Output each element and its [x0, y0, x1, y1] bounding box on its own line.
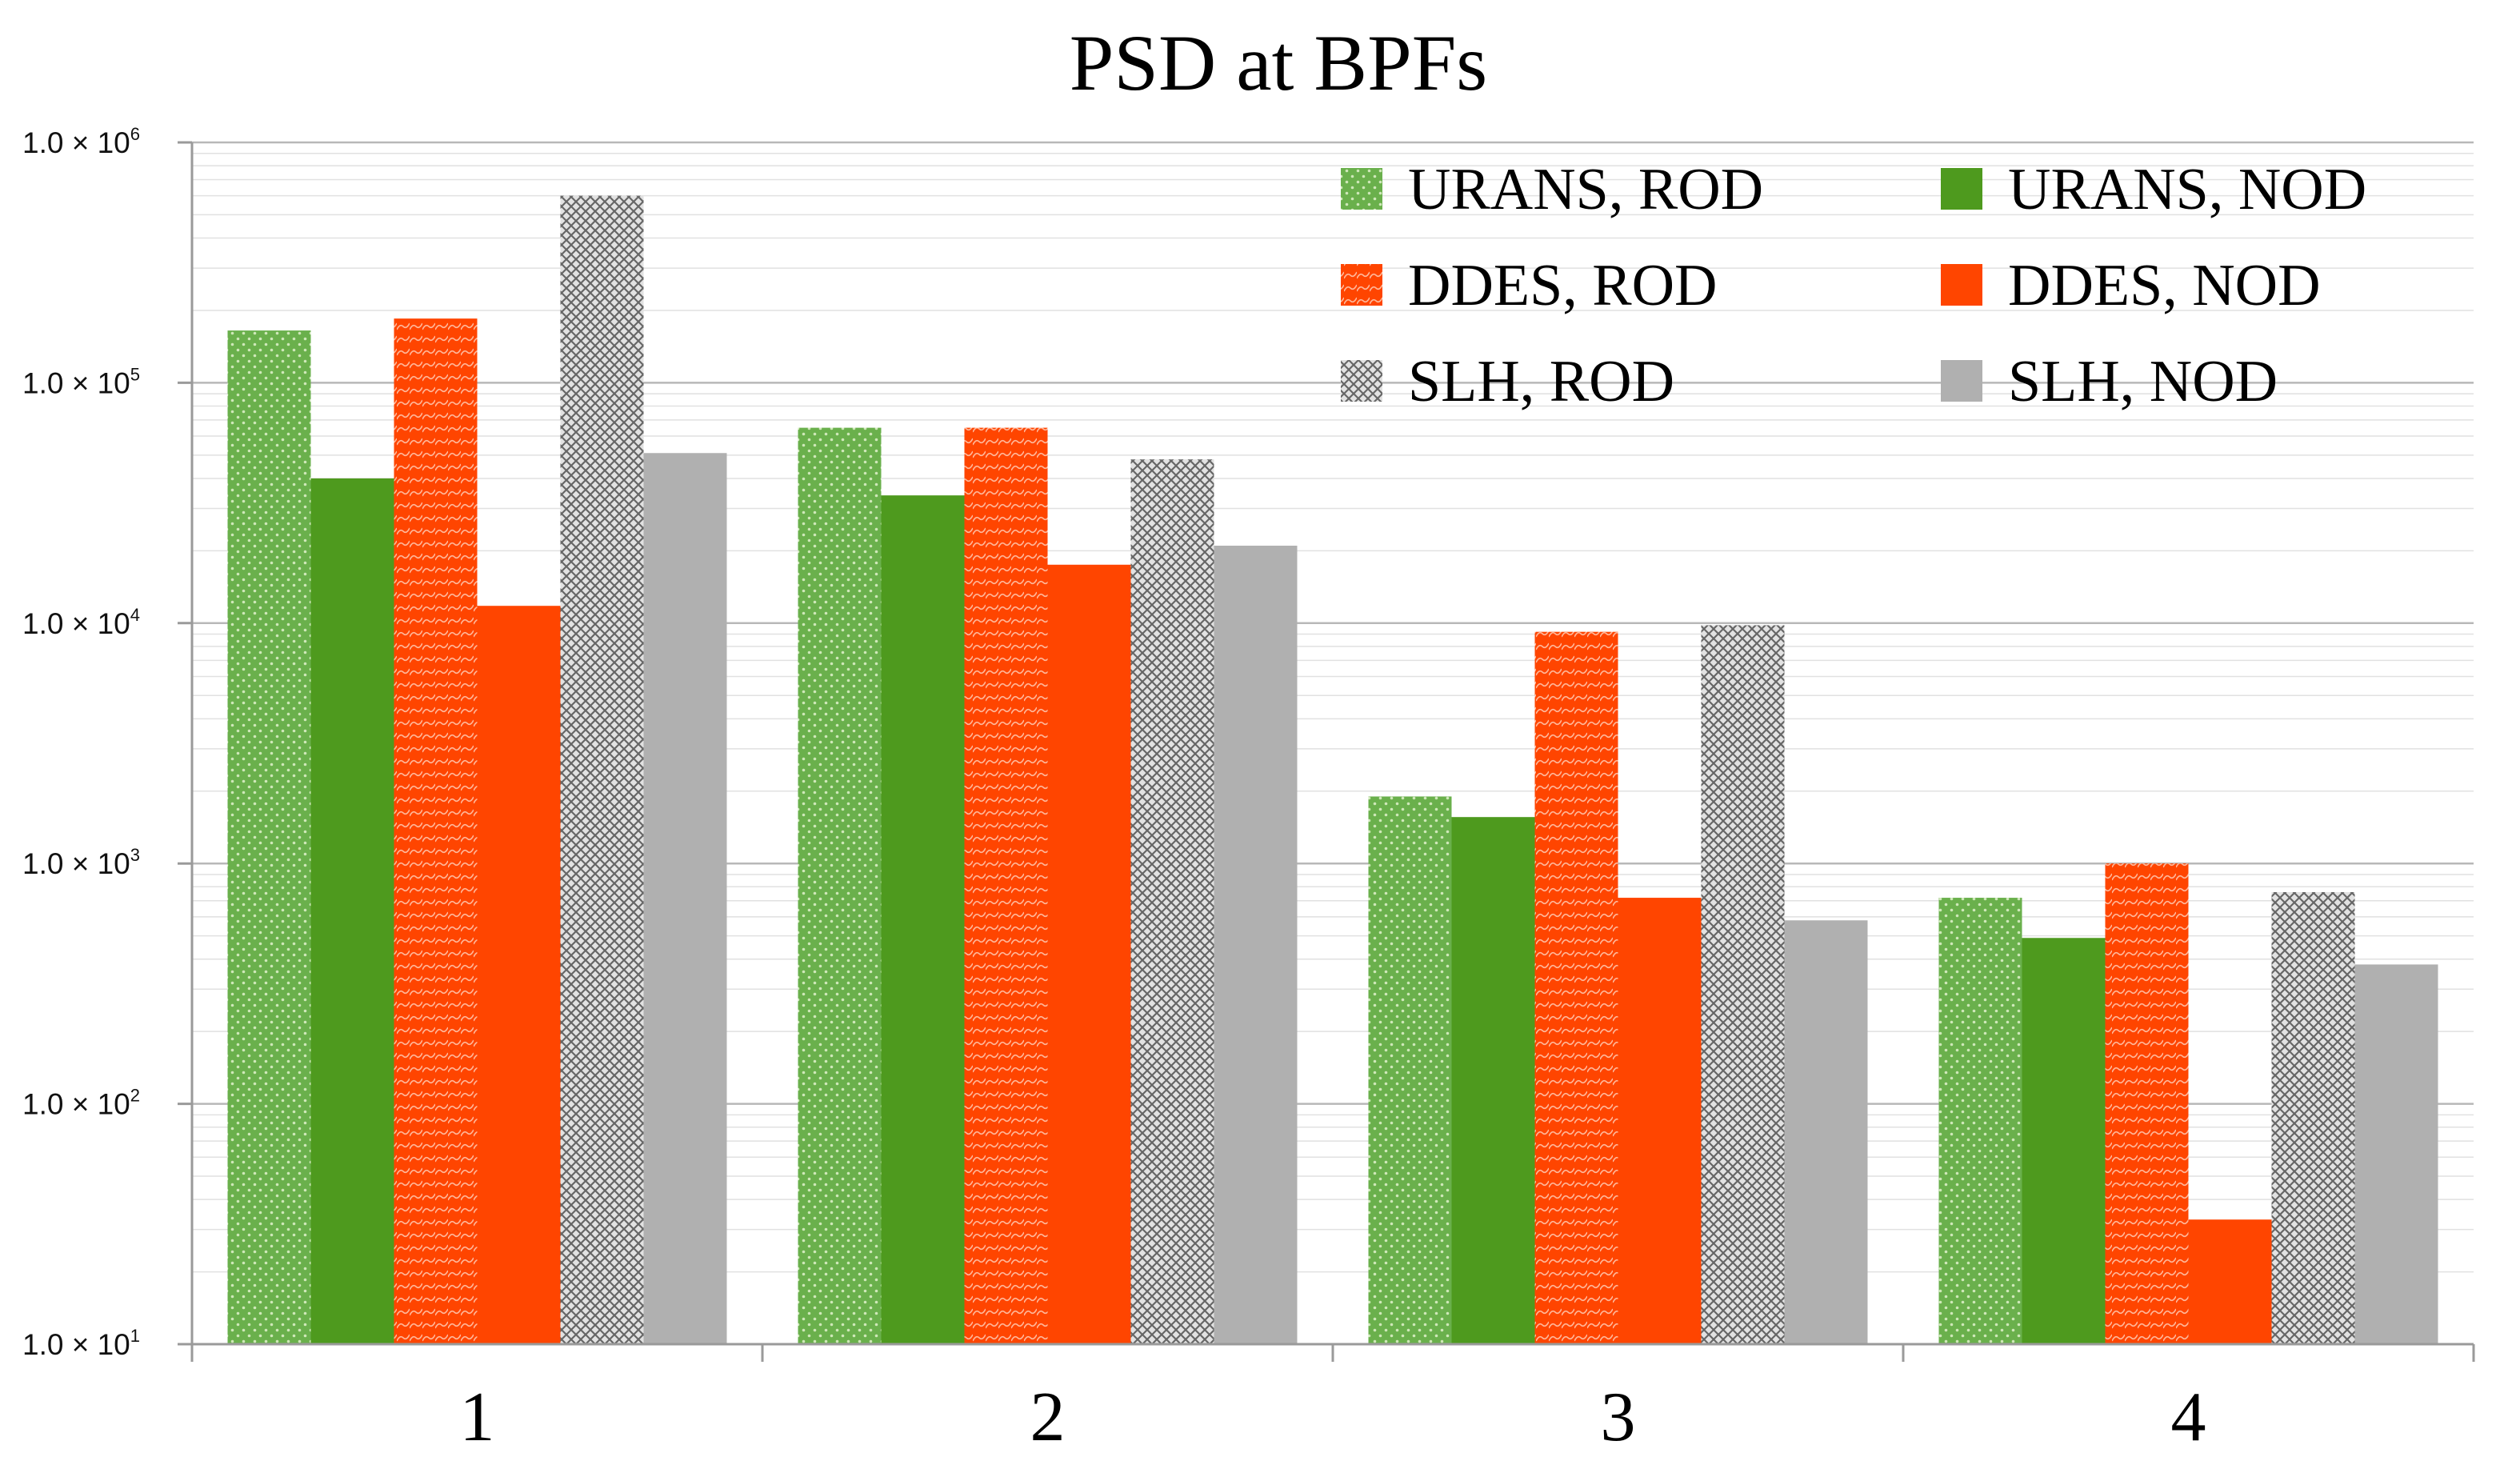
bar-ddes-nod-cat-3: [1618, 898, 1702, 1344]
bar-ddes-nod-cat-1: [477, 606, 561, 1344]
x-tick-label: 4: [2171, 1379, 2206, 1456]
bar-urans-nod-cat-1: [310, 478, 394, 1344]
legend-swatch: [1941, 360, 1982, 402]
bar-urans-nod-cat-4: [2022, 938, 2106, 1344]
legend-swatch: [1341, 360, 1382, 402]
x-tick-label: 2: [1030, 1379, 1066, 1456]
y-tick-labels: 1.0 × 101 1.0 × 102 1.0 × 103 1.0 × 104 1.0 …: [22, 124, 140, 1361]
x-tick-labels: 1 2 3 4: [460, 1379, 2206, 1456]
legend-swatch: [1941, 168, 1982, 210]
axes: [178, 141, 2475, 1362]
legend-label: SLH, NOD: [2008, 349, 2278, 414]
legend-swatch: [1341, 264, 1382, 306]
bar-slh-nod-cat-2: [1214, 546, 1298, 1344]
bar-urans-nod-cat-2: [881, 495, 965, 1344]
bar-ddes-rod-cat-1: [394, 318, 478, 1344]
legend-label: URANS, NOD: [2008, 157, 2366, 222]
chart-title: PSD at BPFs: [1070, 18, 1487, 107]
bar-slh-rod-cat-3: [1701, 625, 1785, 1344]
bar-slh-nod-cat-1: [643, 453, 727, 1345]
bar-urans-rod-cat-2: [798, 427, 882, 1344]
y-tick-label: 1.0 × 103: [22, 845, 140, 880]
bar-ddes-nod-cat-2: [1047, 564, 1131, 1344]
bar-ddes-rod-cat-2: [964, 427, 1048, 1344]
bar-ddes-rod-cat-4: [2105, 863, 2189, 1344]
bar-slh-rod-cat-4: [2271, 892, 2355, 1344]
x-tick-label: 1: [460, 1379, 495, 1456]
bar-urans-nod-cat-3: [1451, 817, 1535, 1344]
bar-urans-rod-cat-3: [1368, 796, 1452, 1344]
bar-slh-nod-cat-4: [2354, 964, 2438, 1344]
legend-swatch: [1941, 264, 1982, 306]
legend: URANS, ROD URANS, NOD DDES, ROD DDES, NOD SL…: [1341, 157, 2366, 414]
bar-slh-rod-cat-2: [1130, 459, 1214, 1344]
y-tick-label: 1.0 × 104: [22, 605, 140, 640]
bar-ddes-rod-cat-3: [1534, 631, 1618, 1344]
bars: [227, 195, 2438, 1345]
x-tick-label: 3: [1601, 1379, 1636, 1456]
bar-ddes-nod-cat-4: [2188, 1219, 2272, 1344]
legend-swatch: [1341, 168, 1382, 210]
y-tick-label: 1.0 × 102: [22, 1086, 140, 1121]
legend-label: SLH, ROD: [1408, 349, 1674, 414]
bar-slh-nod-cat-3: [1784, 920, 1868, 1344]
y-tick-label: 1.0 × 106: [22, 124, 140, 159]
legend-label: DDES, ROD: [1408, 253, 1717, 318]
bar-slh-rod-cat-1: [560, 195, 644, 1345]
bar-urans-rod-cat-4: [1938, 898, 2022, 1344]
legend-label: DDES, NOD: [2008, 253, 2321, 318]
bar-urans-rod-cat-1: [227, 330, 311, 1344]
legend-label: URANS, ROD: [1408, 157, 1763, 222]
y-tick-label: 1.0 × 105: [22, 364, 140, 399]
y-tick-label: 1.0 × 101: [22, 1326, 140, 1361]
